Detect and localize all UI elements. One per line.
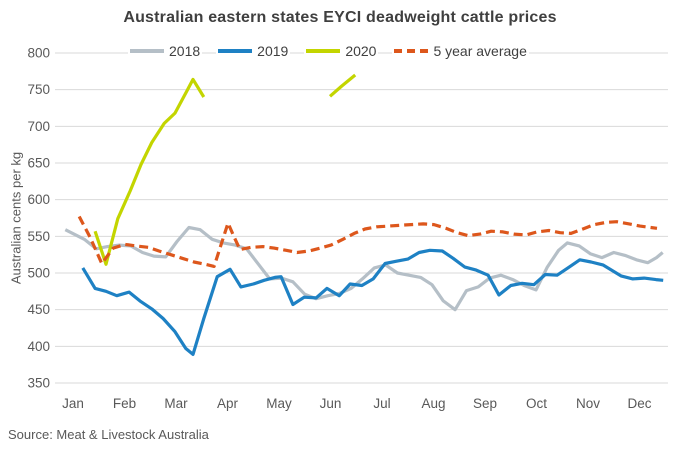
y-tick-label-550: 550 xyxy=(27,229,50,244)
source-attribution: Source: Meat & Livestock Australia xyxy=(8,427,209,442)
legend-swatch-2020 xyxy=(306,49,341,53)
y-tick-label-400: 400 xyxy=(27,339,50,354)
x-tick-label-feb: Feb xyxy=(113,396,136,411)
x-tick-label-mar: Mar xyxy=(164,396,188,411)
x-tick-label-nov: Nov xyxy=(576,396,600,411)
x-tick-label-jul: Jul xyxy=(373,396,390,411)
series-line-2020 xyxy=(93,77,206,266)
legend-label-2020: 2020 xyxy=(345,43,377,59)
x-tick-label-apr: Apr xyxy=(217,396,239,411)
y-tick-label-800: 800 xyxy=(27,46,50,61)
y-tick-label-500: 500 xyxy=(27,266,50,281)
series-line-2020-seg2 xyxy=(328,73,357,98)
legend: 2018 2019 2020 5 year average xyxy=(128,41,529,61)
legend-item-2019: 2019 xyxy=(216,41,291,61)
legend-label-5-year-average: 5 year average xyxy=(433,43,527,59)
legend-item-2020: 2020 xyxy=(304,41,379,61)
x-tick-label-sep: Sep xyxy=(473,396,497,411)
legend-label-2018: 2018 xyxy=(169,43,201,59)
x-tick-label-jun: Jun xyxy=(320,396,342,411)
x-tick-label-aug: Aug xyxy=(421,396,445,411)
y-tick-label-600: 600 xyxy=(27,192,50,207)
series-line-5-year-average xyxy=(77,215,658,268)
legend-label-2019: 2019 xyxy=(257,43,289,59)
legend-swatch-5-year-average xyxy=(394,49,429,53)
x-tick-label-jan: Jan xyxy=(62,396,84,411)
legend-item-5-year-average: 5 year average xyxy=(392,41,529,61)
y-tick-label-350: 350 xyxy=(27,376,50,391)
legend-swatch-2018 xyxy=(130,49,164,53)
x-tick-label-oct: Oct xyxy=(526,396,547,411)
series-line-2018 xyxy=(64,225,664,312)
y-tick-label-450: 450 xyxy=(27,302,50,317)
y-axis-title: Australian cents per kg xyxy=(8,151,24,285)
series-line-2019 xyxy=(81,248,664,356)
chart-title: Australian eastern states EYCI deadweigh… xyxy=(123,9,557,26)
legend-swatch-2019 xyxy=(218,49,253,53)
legend-item-2018: 2018 xyxy=(128,41,203,61)
y-tick-label-700: 700 xyxy=(27,119,50,134)
y-tick-label-750: 750 xyxy=(27,82,50,97)
x-tick-label-dec: Dec xyxy=(627,396,651,411)
y-tick-label-650: 650 xyxy=(27,156,50,171)
x-tick-label-may: May xyxy=(266,396,292,411)
